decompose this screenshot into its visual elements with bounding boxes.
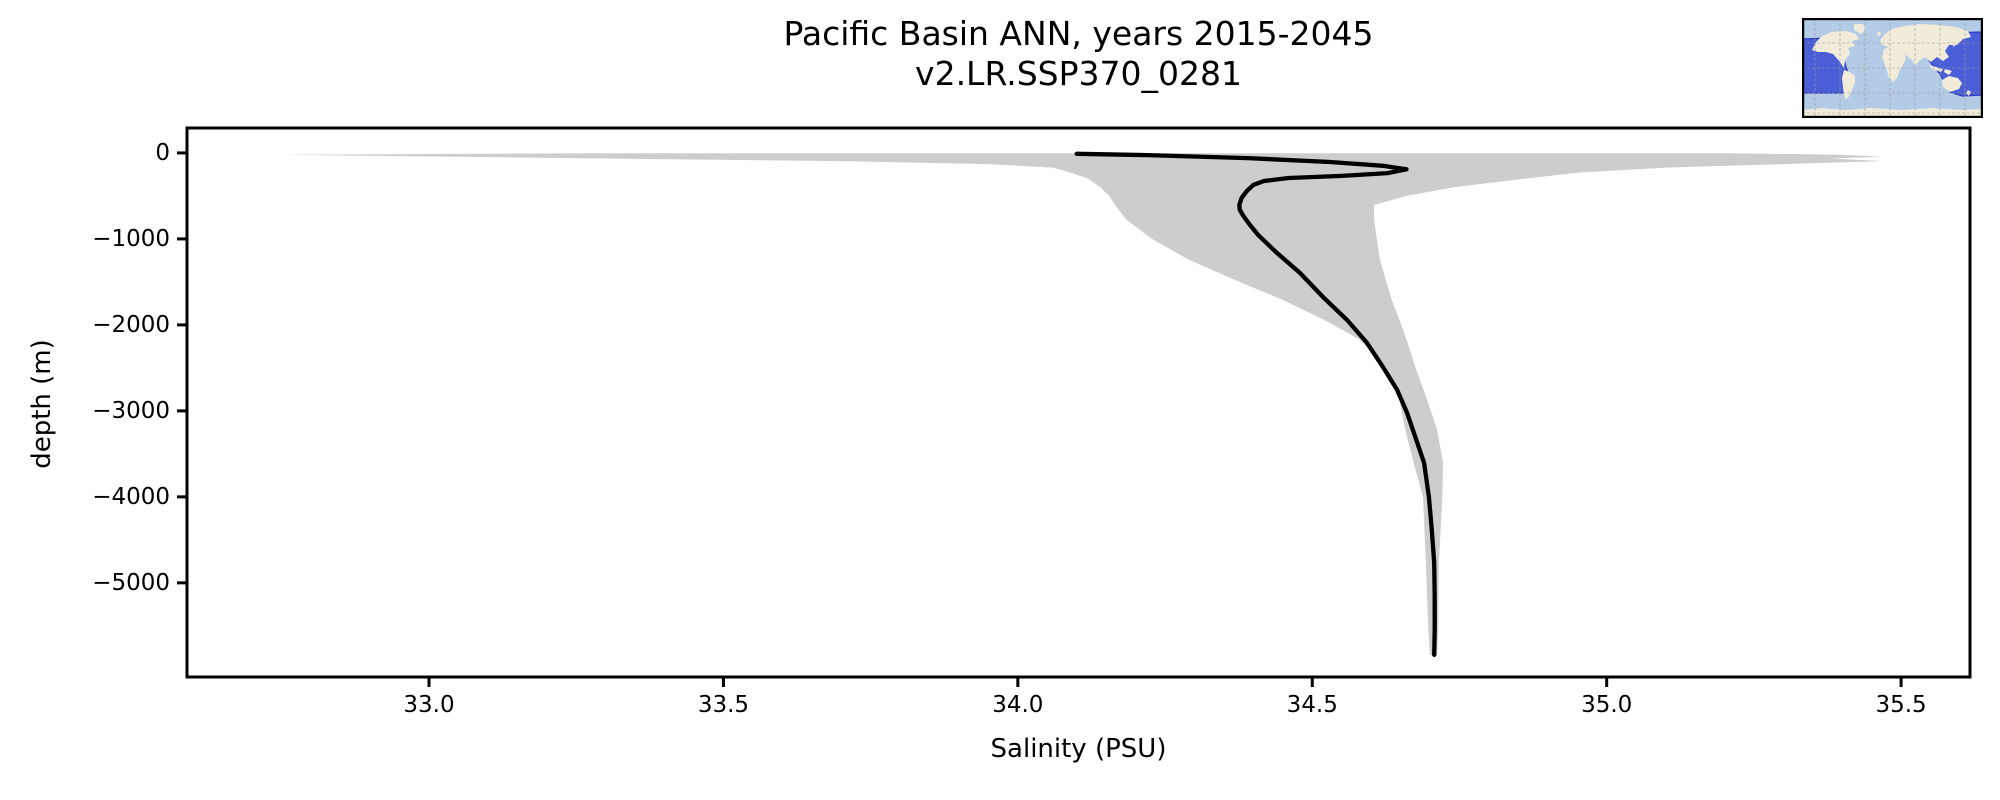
y-tick-label: −5000 bbox=[92, 569, 170, 596]
x-tick-label: 33.5 bbox=[697, 692, 750, 718]
map-gridlines bbox=[1802, 18, 1983, 118]
map-land-british-isles bbox=[1877, 31, 1881, 36]
map-land-new-guinea bbox=[1944, 69, 1952, 75]
y-tick-label: −1000 bbox=[92, 225, 170, 252]
map-land-south-america bbox=[1842, 70, 1855, 99]
y-tick-label: 0 bbox=[155, 139, 170, 166]
x-tick-label: 34.0 bbox=[992, 692, 1044, 718]
map-border bbox=[1802, 18, 1983, 118]
mean-salinity-profile-line bbox=[1074, 151, 1437, 657]
x-tick-label: 35.5 bbox=[1875, 692, 1927, 718]
y-tick-label: −4000 bbox=[92, 483, 170, 510]
chart-title-line2: v2.LR.SSP370_0281 bbox=[915, 54, 1242, 93]
map-land-north-america bbox=[1812, 31, 1859, 68]
map-land-africa bbox=[1882, 46, 1906, 82]
ensemble-spread-band bbox=[281, 153, 1884, 656]
y-tick-label: −2000 bbox=[92, 311, 170, 338]
chart-title-line1: Pacific Basin ANN, years 2015-2045 bbox=[783, 14, 1374, 53]
map-inset bbox=[1802, 18, 1983, 118]
axes-spines bbox=[185, 126, 1972, 679]
chart-title: Pacific Basin ANN, years 2015-2045 v2.LR… bbox=[187, 14, 1970, 94]
x-tick-label: 33.0 bbox=[403, 692, 455, 718]
x-tick-label: 34.5 bbox=[1286, 692, 1338, 718]
x-axis-label: Salinity (PSU) bbox=[990, 734, 1167, 764]
map-land-arabia bbox=[1906, 51, 1914, 60]
map-land-australia bbox=[1942, 76, 1962, 92]
x-tick-label: 35.0 bbox=[1581, 692, 1633, 718]
map-land-eurasia bbox=[1880, 24, 1971, 66]
y-tick-label: −3000 bbox=[92, 397, 170, 424]
map-land-indonesia bbox=[1929, 65, 1943, 72]
map-land-greenland bbox=[1854, 24, 1866, 34]
